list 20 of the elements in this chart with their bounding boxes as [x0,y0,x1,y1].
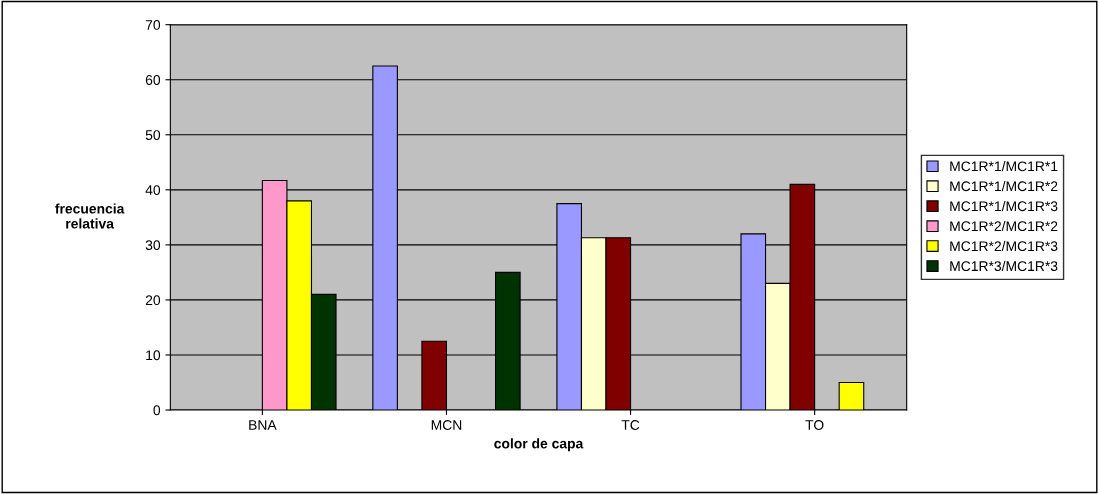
x-tick-label: MCN [431,420,462,430]
legend-label: MC1R*1/MC1R*1 [950,161,1058,172]
x-tick-label: BNA [249,420,277,430]
legend-label: MC1R*3/MC1R*3 [950,260,1058,272]
legend-label: MC1R*2/MC1R*2 [950,220,1058,232]
y-tick-label: 40 [145,185,161,196]
y-tick-label: 70 [145,20,161,30]
x-axis-title: color de capa [494,438,584,452]
y-tick-label: 10 [146,350,161,361]
y-tick-label: 50 [145,130,161,140]
y-tick-label: 0 [153,405,161,416]
y-axis-title: frecuencia relativa [55,203,125,229]
x-tick-label: TO [805,420,824,430]
y-tick-label: 20 [145,295,161,306]
legend-label: MC1R*1/MC1R*3 [950,200,1058,212]
x-tick-label: TC [621,420,640,430]
y-tick-label: 30 [145,240,161,251]
legend-label: MC1R*1/MC1R*2 [950,180,1058,192]
legend-label: MC1R*2/MC1R*3 [950,240,1058,252]
y-tick-label: 60 [145,75,161,85]
